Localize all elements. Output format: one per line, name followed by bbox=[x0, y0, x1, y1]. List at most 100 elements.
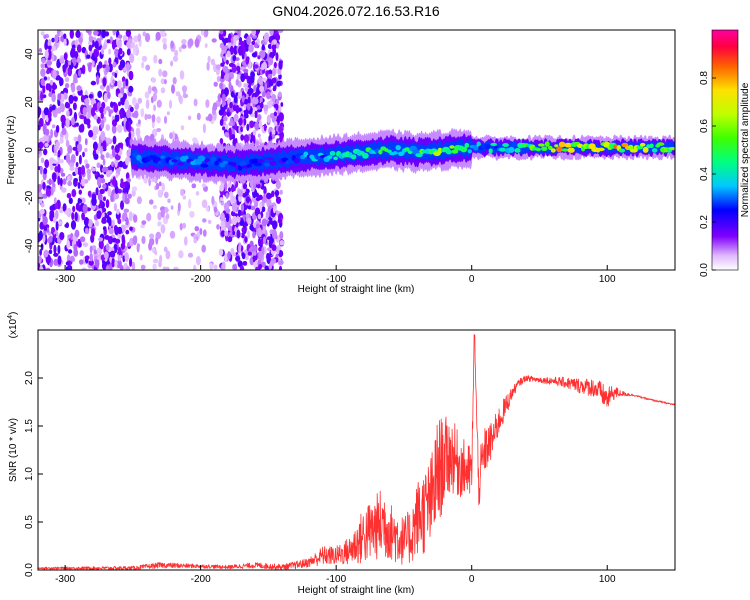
noise-cell bbox=[76, 58, 82, 63]
noise-cell bbox=[212, 102, 218, 111]
signal-peak-cell bbox=[508, 146, 515, 153]
noise-cell bbox=[236, 215, 241, 223]
signal-peak-cell bbox=[269, 160, 277, 166]
noise-cell bbox=[252, 129, 257, 136]
noise-cell bbox=[53, 252, 59, 257]
noise-cell bbox=[169, 230, 176, 239]
noise-cell bbox=[271, 44, 277, 50]
noise-cell bbox=[144, 91, 150, 99]
signal-peak-cell bbox=[464, 142, 470, 148]
noise-cell bbox=[38, 230, 43, 241]
noise-cell bbox=[158, 181, 162, 187]
noise-cell bbox=[74, 229, 80, 238]
signal-peak-cell bbox=[266, 157, 274, 161]
noise-cell bbox=[271, 115, 277, 123]
signal-peak-cell bbox=[175, 156, 181, 160]
noise-cell bbox=[261, 44, 265, 51]
noise-cell bbox=[257, 114, 262, 121]
noise-cell bbox=[253, 85, 257, 92]
noise-cell bbox=[142, 31, 147, 37]
noise-cell bbox=[247, 88, 253, 95]
noise-cell bbox=[70, 220, 77, 230]
noise-cell bbox=[129, 257, 133, 267]
noise-cell bbox=[111, 257, 115, 268]
noise-cell bbox=[220, 212, 225, 223]
noise-cell bbox=[271, 128, 276, 136]
noise-cell bbox=[261, 206, 266, 213]
noise-cell bbox=[205, 206, 210, 212]
noise-cell bbox=[46, 69, 50, 75]
noise-cell bbox=[38, 191, 43, 199]
noise-cell bbox=[245, 196, 251, 204]
noise-cell bbox=[223, 116, 228, 122]
noise-cell bbox=[263, 104, 269, 111]
noise-cell bbox=[114, 114, 120, 122]
noise-cell bbox=[233, 94, 238, 104]
noise-cell bbox=[240, 134, 244, 141]
noise-cell bbox=[88, 94, 94, 99]
noise-cell bbox=[224, 131, 229, 137]
noise-cell bbox=[58, 220, 63, 226]
noise-cell bbox=[278, 125, 284, 134]
noise-cell bbox=[52, 183, 56, 188]
noise-cell bbox=[188, 198, 192, 209]
noise-cell bbox=[266, 198, 272, 206]
noise-cell bbox=[271, 94, 277, 102]
signal-peak-cell bbox=[392, 151, 398, 155]
noise-cell bbox=[43, 107, 50, 116]
noise-cell bbox=[126, 178, 131, 183]
noise-cell bbox=[118, 160, 124, 168]
noise-cell bbox=[160, 209, 165, 218]
noise-cell bbox=[170, 60, 174, 67]
noise-cell bbox=[225, 192, 229, 199]
noise-cell bbox=[93, 49, 99, 59]
noise-cell bbox=[125, 120, 129, 130]
signal-peak-cell bbox=[160, 155, 165, 159]
noise-cell bbox=[72, 146, 78, 151]
snr-series-line bbox=[38, 334, 675, 570]
signal-peak-cell bbox=[556, 146, 563, 153]
noise-cell bbox=[41, 57, 46, 64]
noise-cell bbox=[194, 38, 200, 48]
signal-peak-cell bbox=[639, 142, 646, 147]
noise-cell bbox=[81, 197, 86, 204]
noise-cell bbox=[125, 229, 130, 235]
noise-cell bbox=[38, 106, 42, 116]
noise-cell bbox=[85, 118, 91, 126]
noise-cell bbox=[229, 101, 233, 109]
snr-scale-label: (x104) bbox=[7, 312, 19, 339]
noise-cell bbox=[184, 236, 188, 246]
noise-cell bbox=[90, 107, 96, 117]
noise-cell bbox=[85, 30, 91, 34]
noise-cell bbox=[272, 229, 277, 240]
noise-cell bbox=[93, 30, 99, 36]
noise-cell bbox=[246, 35, 252, 46]
noise-cell bbox=[52, 172, 57, 183]
noise-cell bbox=[249, 120, 255, 129]
noise-cell bbox=[256, 183, 261, 189]
signal-peak-cell bbox=[499, 147, 507, 152]
noise-cell bbox=[205, 99, 210, 108]
signal-peak-cell bbox=[246, 164, 252, 168]
noise-cell bbox=[167, 198, 171, 203]
noise-cell bbox=[220, 230, 226, 237]
noise-cell bbox=[193, 238, 198, 244]
noise-cell bbox=[84, 138, 88, 146]
noise-cell bbox=[225, 222, 231, 229]
noise-cell bbox=[156, 128, 162, 132]
signal-peak-cell bbox=[449, 145, 455, 149]
noise-cell bbox=[187, 252, 194, 258]
signal-peak-cell bbox=[541, 146, 548, 152]
noise-cell bbox=[65, 266, 69, 270]
noise-cell bbox=[102, 158, 106, 166]
noise-cell bbox=[71, 44, 76, 49]
noise-cell bbox=[61, 187, 67, 193]
noise-cell bbox=[213, 81, 218, 87]
noise-cell bbox=[115, 88, 120, 93]
noise-cell bbox=[81, 177, 86, 187]
noise-cell bbox=[96, 116, 101, 125]
noise-cell bbox=[181, 44, 187, 49]
noise-cell bbox=[202, 218, 207, 223]
noise-cell bbox=[172, 55, 179, 62]
noise-cell bbox=[151, 86, 157, 92]
